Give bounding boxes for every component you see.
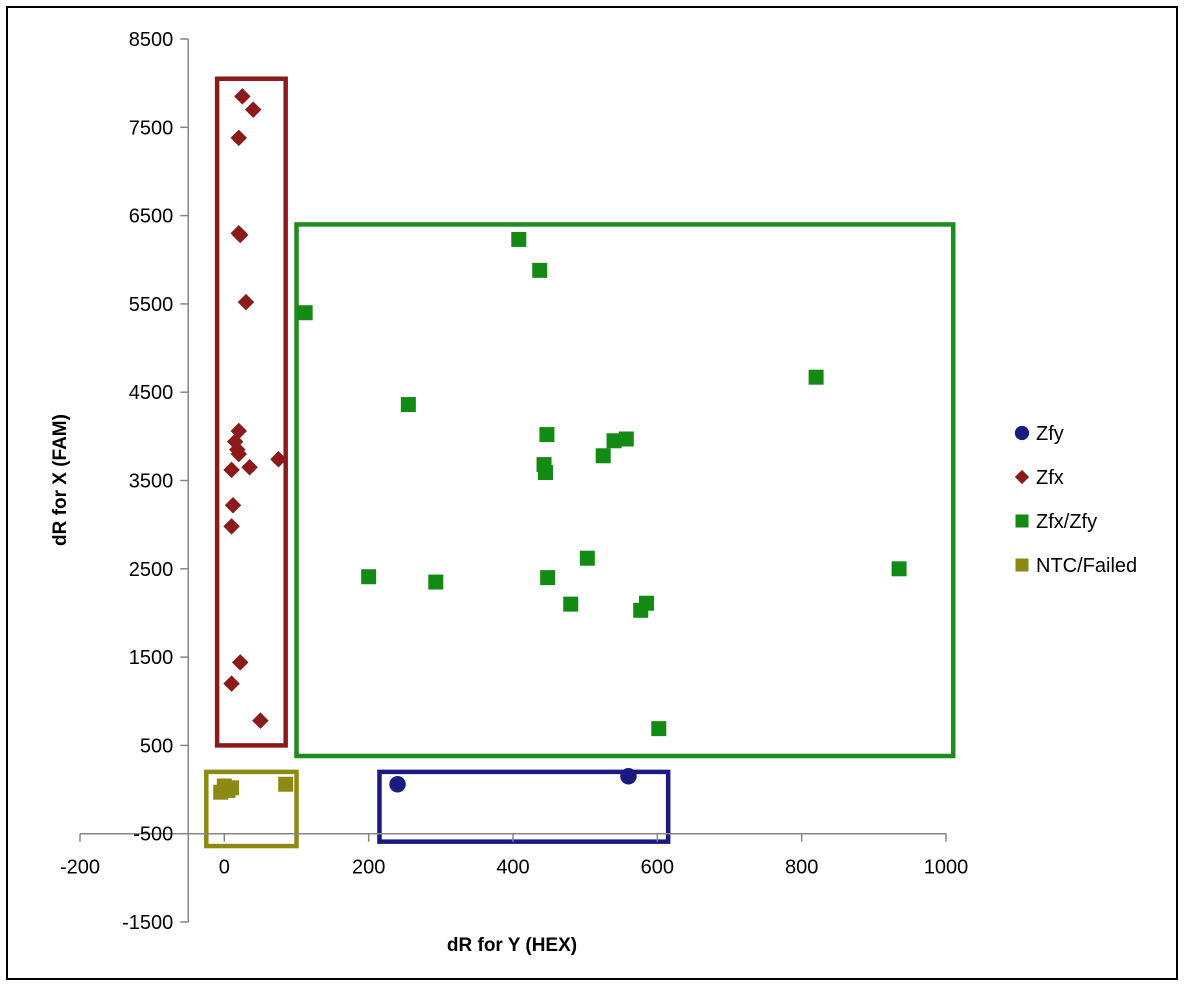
legend-label-ntc-failed: NTC/Failed [1036, 555, 1137, 577]
point-zfx [231, 654, 249, 671]
region-box-zfx-zfy [294, 222, 956, 759]
y-axis-title: dR for X (FAM) [50, 414, 71, 546]
point-zfx-zfy [532, 262, 548, 278]
region-boxes [204, 76, 956, 849]
legend-label-zfx-zfy: Zfx/Zfy [1036, 511, 1097, 533]
y-tick-label: 2500 [129, 559, 174, 581]
point-zfx-zfy [808, 369, 824, 385]
x-axis-title: dR for Y (HEX) [447, 935, 577, 956]
legend-marker-zfx-zfy [1015, 514, 1029, 528]
point-zfx-zfy [618, 431, 634, 447]
data-points [213, 88, 907, 800]
point-zfx [231, 226, 249, 244]
point-zfx [252, 712, 269, 729]
point-zfx-zfy [891, 561, 907, 577]
x-tick-label: 200 [352, 857, 385, 879]
y-tick-label: 8500 [129, 29, 174, 51]
point-zfx [234, 88, 251, 105]
point-zfx-zfy [633, 602, 649, 618]
point-zfx [230, 129, 248, 147]
point-zfy [389, 776, 406, 793]
x-tick-label: -200 [60, 857, 100, 879]
axes [79, 38, 947, 923]
point-zfy [620, 768, 637, 785]
point-zfx-zfy [579, 550, 595, 566]
point-zfx-zfy [428, 574, 444, 590]
point-zfx-zfy [651, 721, 667, 737]
point-zfx [224, 496, 242, 514]
region-box-ntc-failed [204, 769, 299, 849]
y-tick-label: 500 [140, 735, 173, 757]
y-tick-label: 3500 [129, 471, 174, 493]
point-zfx-zfy [511, 231, 527, 247]
point-zfx-zfy [539, 427, 555, 443]
legend-marker-zfy [1014, 425, 1030, 441]
region-box-zfx [214, 76, 288, 748]
tick-labels: -200 0 200 400 600 800 1000 -1500 -500 500 1500 250… [60, 29, 968, 934]
legend-label-zfx: Zfx [1036, 467, 1064, 489]
point-zfx [244, 101, 262, 118]
region-box-zfy [377, 769, 671, 844]
point-zfx-zfy [361, 569, 377, 585]
chart-frame [6, 6, 1178, 980]
point-zfx [223, 675, 240, 692]
y-tick-label: 6500 [129, 206, 174, 228]
y-tick-label: 7500 [129, 117, 174, 139]
x-tick-label: 0 [219, 857, 230, 879]
point-zfx-zfy [400, 397, 416, 413]
x-tick-label: 1000 [924, 857, 969, 879]
point-zfx [230, 445, 248, 463]
point-zfx-zfy [537, 465, 553, 481]
legend: Zfy Zfx Zfx/Zfy NTC/Failed [1014, 423, 1137, 577]
y-tick-label: 4500 [129, 382, 174, 404]
x-tick-label: 400 [496, 857, 529, 879]
point-zfx-zfy [540, 570, 556, 586]
y-tick-label: -500 [133, 824, 173, 846]
y-tick-label: 1500 [129, 647, 174, 669]
point-zfx [241, 459, 258, 476]
point-zfx [223, 461, 240, 479]
legend-label-zfy: Zfy [1036, 423, 1064, 445]
x-tick-label: 800 [785, 857, 818, 879]
y-tick-label: 5500 [129, 294, 174, 316]
point-zfx [223, 518, 240, 535]
point-zfx-zfy [595, 448, 611, 464]
legend-marker-ntc-failed [1015, 558, 1029, 572]
x-tick-label: 600 [641, 857, 674, 879]
point-ntc-failed [278, 776, 294, 792]
point-zfx-zfy [297, 305, 313, 321]
point-zfx [270, 451, 287, 468]
legend-marker-zfx [1014, 469, 1030, 485]
point-ntc-failed [224, 780, 240, 796]
point-zfx [237, 293, 255, 311]
y-tick-label: -1500 [122, 912, 173, 934]
point-zfx-zfy [606, 433, 622, 449]
point-zfx-zfy [563, 596, 579, 612]
